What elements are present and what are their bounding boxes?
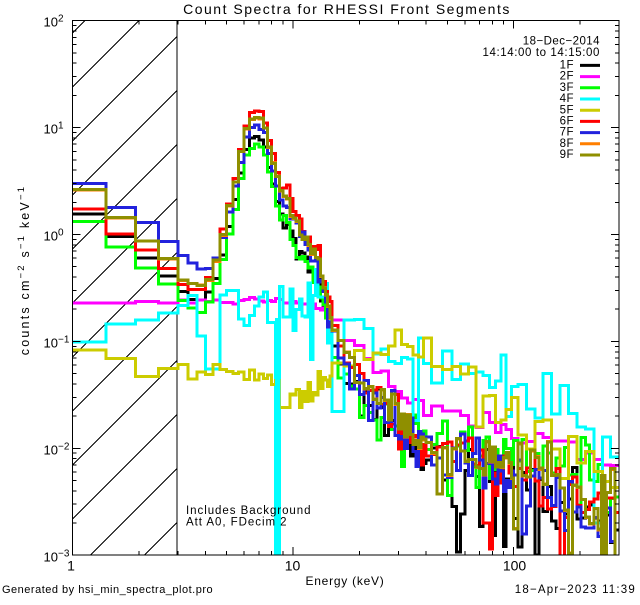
- svg-text:−1: −1: [58, 335, 70, 346]
- svg-text:3F: 3F: [560, 82, 574, 94]
- svg-text:0: 0: [58, 228, 64, 239]
- svg-text:8F: 8F: [560, 138, 574, 150]
- svg-text:10: 10: [44, 229, 58, 244]
- svg-text:14:14:00 to 14:15:00: 14:14:00 to 14:15:00: [482, 47, 600, 59]
- svg-text:2F: 2F: [560, 71, 574, 83]
- svg-text:Att A0, FDecim 2: Att A0, FDecim 2: [186, 517, 287, 529]
- svg-text:18−Dec−2014: 18−Dec−2014: [523, 36, 600, 48]
- svg-text:10: 10: [44, 15, 58, 30]
- svg-text:2: 2: [58, 14, 64, 25]
- svg-text:10: 10: [44, 443, 58, 458]
- svg-text:10: 10: [44, 550, 58, 565]
- svg-text:10: 10: [44, 122, 58, 137]
- svg-text:5F: 5F: [560, 104, 574, 116]
- svg-text:counts cm−2 s−1 keV−1: counts cm−2 s−1 keV−1: [16, 185, 32, 355]
- svg-text:−2: −2: [58, 442, 70, 453]
- svg-text:9F: 9F: [560, 149, 574, 161]
- svg-text:Energy (keV): Energy (keV): [305, 574, 384, 588]
- svg-text:4F: 4F: [560, 93, 574, 105]
- svg-text:Generated by hsi_min_spectra_p: Generated by hsi_min_spectra_plot.pro: [2, 584, 213, 596]
- svg-text:−3: −3: [58, 549, 70, 560]
- svg-text:1F: 1F: [560, 60, 574, 72]
- svg-text:Includes Background: Includes Background: [186, 505, 311, 517]
- svg-text:10: 10: [44, 336, 58, 351]
- svg-text:10: 10: [285, 558, 301, 574]
- svg-text:100: 100: [503, 558, 527, 574]
- svg-text:7F: 7F: [560, 127, 574, 139]
- svg-text:6F: 6F: [560, 116, 574, 128]
- svg-text:1: 1: [58, 121, 64, 132]
- svg-text:Count Spectra for RHESSI Front: Count Spectra for RHESSI Front Segments: [183, 1, 511, 17]
- svg-text:18−Apr−2023 11:39: 18−Apr−2023 11:39: [515, 584, 636, 596]
- svg-text:1: 1: [67, 558, 75, 574]
